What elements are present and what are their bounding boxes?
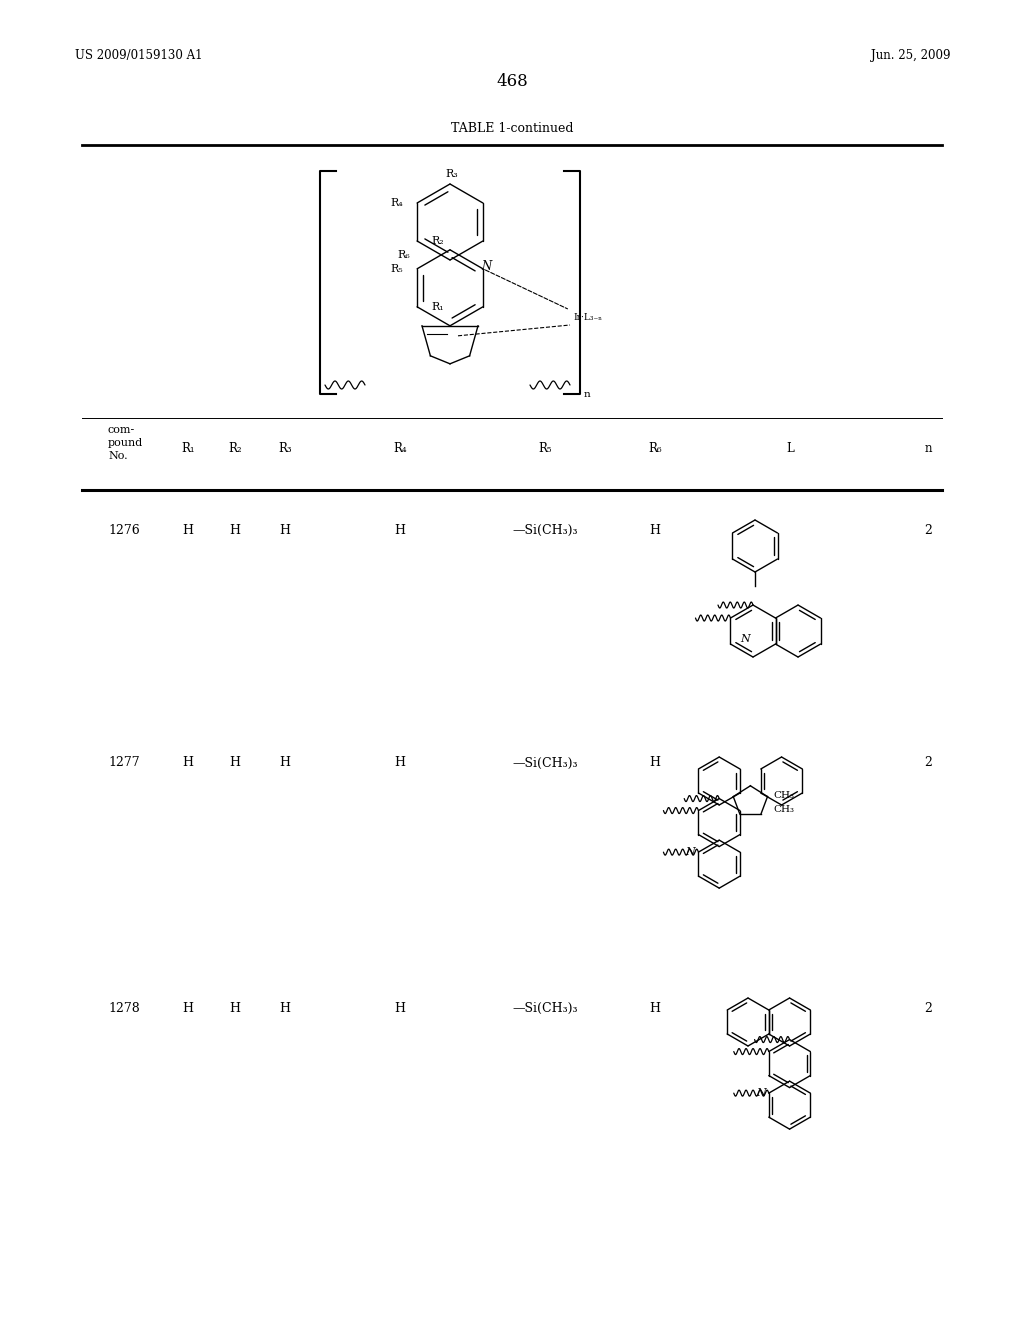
Text: CH₃: CH₃ [773,791,795,800]
Text: N: N [481,260,492,273]
Text: R₂: R₂ [228,441,242,454]
Text: H: H [280,524,291,536]
Text: R₂: R₂ [431,236,443,246]
Text: n: n [584,389,591,399]
Text: N: N [756,1088,766,1098]
Text: H: H [394,756,406,770]
Text: —Si(CH₃)₃: —Si(CH₃)₃ [512,1002,578,1015]
Text: No.: No. [108,451,128,461]
Text: R₁: R₁ [181,441,195,454]
Text: 1278: 1278 [108,1002,139,1015]
Text: H: H [394,1002,406,1015]
Text: TABLE 1-continued: TABLE 1-continued [451,121,573,135]
Text: H: H [280,756,291,770]
Text: pound: pound [108,438,143,447]
Text: R₅: R₅ [539,441,552,454]
Text: H: H [229,1002,241,1015]
Text: R₁: R₁ [431,302,443,312]
Text: H: H [229,756,241,770]
Text: L: L [786,441,794,454]
Text: R₅: R₅ [390,264,403,273]
Text: 1277: 1277 [108,756,139,770]
Text: 2: 2 [924,524,932,536]
Text: H: H [182,1002,194,1015]
Text: 1276: 1276 [108,524,139,536]
Text: H: H [649,1002,660,1015]
Text: 2: 2 [924,756,932,770]
Text: N: N [740,634,750,644]
Text: US 2009/0159130 A1: US 2009/0159130 A1 [75,49,203,62]
Text: R₃: R₃ [279,441,292,454]
Text: R₆: R₆ [397,249,410,260]
Text: com-: com- [108,425,135,436]
Text: Jun. 25, 2009: Jun. 25, 2009 [870,49,950,62]
Text: n: n [925,441,932,454]
Text: H: H [182,756,194,770]
Text: R₃: R₃ [445,169,459,180]
Text: 468: 468 [496,74,528,91]
Text: Ir·L₃₋ₙ: Ir·L₃₋ₙ [573,314,602,322]
Text: H: H [182,524,194,536]
Text: R₄: R₄ [393,441,407,454]
Text: H: H [394,524,406,536]
Text: H: H [280,1002,291,1015]
Text: 2: 2 [924,1002,932,1015]
Text: H: H [649,756,660,770]
Text: R₆: R₆ [648,441,662,454]
Text: —Si(CH₃)₃: —Si(CH₃)₃ [512,524,578,536]
Text: CH₃: CH₃ [773,805,795,814]
Text: N: N [686,847,695,857]
Text: —Si(CH₃)₃: —Si(CH₃)₃ [512,756,578,770]
Text: H: H [649,524,660,536]
Text: R₄: R₄ [390,198,403,209]
Text: H: H [229,524,241,536]
